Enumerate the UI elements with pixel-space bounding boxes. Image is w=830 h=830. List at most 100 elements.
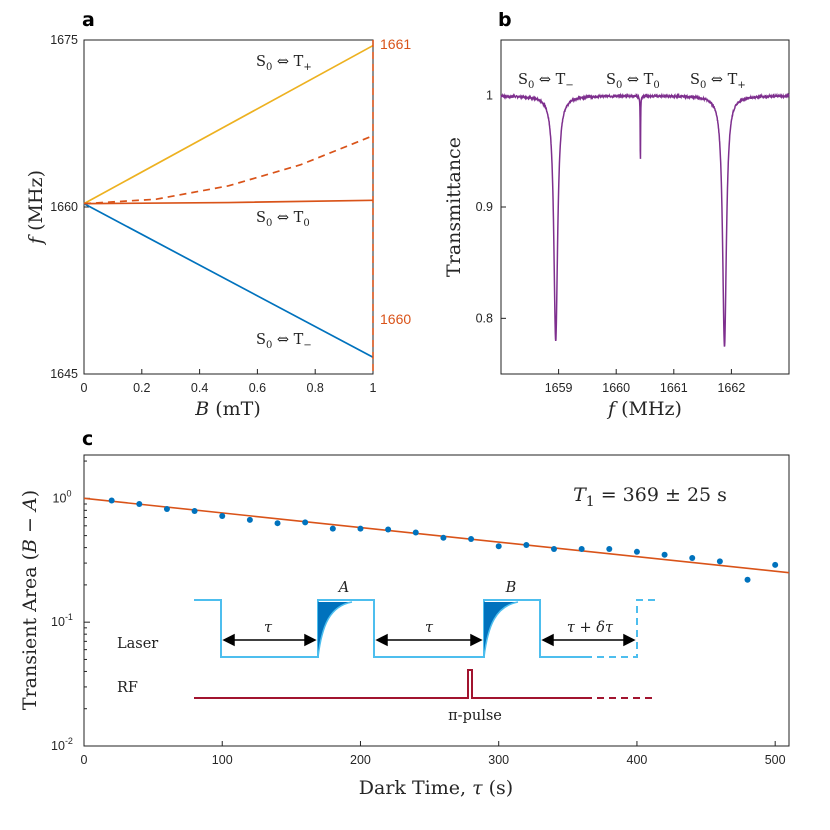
transient-b-label: B: [505, 580, 517, 596]
y-tick-label-b: 0.8: [476, 311, 493, 325]
series-line-blue-solid: [83, 202, 374, 359]
y-tick-label-a: 1675: [50, 33, 78, 47]
y-tick-label-c: 100: [53, 488, 72, 505]
panel-c-xlabel: Dark Time, τ (s): [359, 777, 513, 799]
x-tick-label-b: 1660: [602, 381, 630, 395]
label-s0-tzero-a: S0 ⇔ T0: [256, 210, 310, 229]
transient-b-fill: [484, 602, 518, 657]
data-point: [689, 554, 696, 561]
data-point: [744, 576, 751, 583]
y-tick-label-c: 10-1: [51, 612, 73, 629]
data-points: [108, 497, 779, 583]
x-tick-label-c: 500: [765, 753, 786, 767]
x-tick-label-c: 300: [488, 753, 509, 767]
data-point: [163, 506, 170, 513]
panel-a-letter: a: [82, 9, 95, 31]
transient-a-label: A: [337, 580, 349, 596]
panel-c: c 0 100 200 300 400 500 10-2 10-1 100 T1 = 369 ±…: [19, 428, 790, 799]
transient-b-curve: [483, 601, 519, 658]
data-point: [246, 516, 253, 523]
data-point: [329, 525, 336, 532]
data-point: [606, 545, 613, 552]
data-point: [108, 497, 115, 504]
panel-b-xlabel: f (MHz): [606, 398, 682, 420]
data-point: [633, 548, 640, 555]
label-s0-tplus-b: S0 ⇔ T+: [690, 72, 746, 91]
x-tick-label-b: 1659: [545, 381, 573, 395]
x-tick-label-a: 0.4: [191, 381, 208, 395]
panel-a-frame: [83, 39, 374, 375]
panel-b-letter: b: [498, 9, 512, 31]
label-s0-tzero-b: S0 ⇔ T0: [606, 72, 660, 91]
label-s0-tminus-b: S0 ⇔ T−: [518, 72, 574, 91]
panel-c-frame: [83, 454, 790, 747]
panel-a-right-bottom-label: 1660: [380, 311, 411, 327]
data-point: [191, 508, 198, 515]
t1-label: T1 = 369 ± 25 s: [573, 484, 727, 510]
x-tick-label-c: 200: [350, 753, 371, 767]
series-line-yellow-solid: [83, 44, 374, 205]
panel-a-xlabel: B (mT): [194, 398, 261, 420]
laser-label: Laser: [117, 636, 158, 652]
y-tick-label-c: 10-2: [51, 736, 73, 753]
data-point: [716, 558, 723, 565]
y-tick-label-a: 1645: [50, 367, 78, 381]
pi-pulse-label: π-pulse: [448, 708, 502, 724]
pulse-sequence-diagram: τ τ τ + δτ A B Laser RF π-pulse: [117, 580, 657, 724]
rf-waveform: [194, 669, 585, 699]
tau-arrow-1: [222, 633, 317, 647]
transient-a-fill: [318, 602, 352, 657]
series-line-orange-dashed: [83, 134, 374, 205]
panel-c-ylabel: Transient Area (B − A): [19, 490, 41, 710]
panel-b: b 1659 1660 1661 1662 0.8 0.9 1 S0 ⇔ T− S0 ⇔ T…: [443, 9, 790, 420]
tau-dtau-label: τ + δτ: [567, 620, 614, 636]
x-tick-label-c: 400: [627, 753, 648, 767]
data-point: [136, 501, 143, 508]
rf-label: RF: [117, 680, 138, 696]
panel-a-ylabel: f (MHz): [25, 170, 47, 246]
x-tick-label-a: 0.2: [133, 381, 150, 395]
panel-a-ticks: 0 0.2 0.4 0.6 0.8 1 1645 1660 1675: [50, 33, 376, 395]
x-tick-label-a: 0.8: [307, 381, 324, 395]
laser-waveform-continued: [585, 599, 656, 658]
laser-waveform: [194, 599, 585, 658]
tau-label-2: τ: [425, 620, 434, 636]
label-s0-tminus-a: S0 ⇔ T−: [256, 332, 312, 351]
y-tick-label-b: 0.9: [476, 200, 493, 214]
tau-dtau-arrow: [541, 633, 636, 647]
y-tick-label-a: 1660: [50, 200, 78, 214]
data-point: [523, 541, 530, 548]
panel-a: a 0 0.2 0.4 0.6 0.8 1 1645 1660 1675 1661 1660 S…: [25, 9, 411, 420]
data-point: [551, 545, 557, 552]
data-point: [357, 525, 364, 532]
x-tick-label-a: 0.6: [249, 381, 266, 395]
x-tick-label-b: 1661: [660, 381, 688, 395]
data-point: [219, 513, 226, 520]
x-tick-label-a: 0: [81, 381, 88, 395]
data-point: [412, 529, 419, 536]
data-point: [772, 561, 779, 568]
transient-a-curve: [317, 601, 353, 658]
tau-arrow-2: [375, 633, 483, 647]
x-tick-label-b: 1662: [717, 381, 745, 395]
exponential-fit-line: [83, 497, 790, 574]
x-tick-label-c: 100: [212, 753, 233, 767]
tau-label-1: τ: [264, 620, 273, 636]
data-point: [440, 534, 447, 541]
data-point: [578, 545, 585, 552]
x-tick-label-c: 0: [81, 753, 88, 767]
series-line-orange-solid: [83, 199, 374, 205]
label-s0-tplus-a: S0 ⇔ T+: [256, 54, 312, 73]
data-point: [302, 519, 309, 526]
panel-b-ylabel: Transmittance: [443, 137, 465, 277]
panel-b-frame: [500, 39, 790, 375]
panel-a-lines: [83, 44, 374, 359]
panel-a-right-top-label: 1661: [380, 36, 411, 52]
panel-b-ticks: 1659 1660 1661 1662 0.8 0.9 1: [476, 89, 746, 395]
data-point: [274, 520, 281, 527]
transmittance-curve: [500, 92, 790, 347]
data-point: [385, 526, 392, 533]
data-point: [468, 535, 475, 542]
x-tick-label-a: 1: [370, 381, 377, 395]
